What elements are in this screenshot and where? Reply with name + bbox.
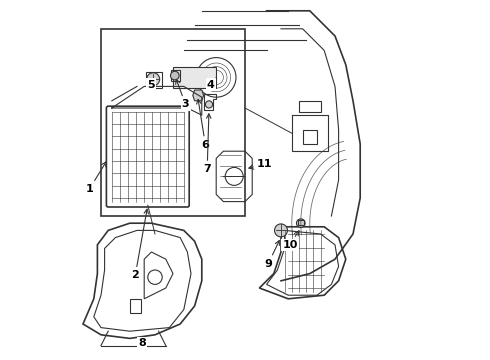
Text: 2: 2 [131,209,148,280]
Text: 4: 4 [207,78,216,90]
Text: 5: 5 [147,80,155,90]
Circle shape [274,224,288,237]
Text: 8: 8 [137,338,147,348]
Text: 1: 1 [86,162,106,194]
Text: 9: 9 [265,240,279,269]
Polygon shape [193,90,204,101]
Text: 6: 6 [196,99,209,150]
Text: 7: 7 [203,114,211,174]
Text: 3: 3 [176,79,190,109]
Text: 11: 11 [249,159,272,169]
Circle shape [147,73,160,86]
Circle shape [171,71,179,80]
Text: 10: 10 [282,231,299,250]
Circle shape [296,219,305,228]
Circle shape [205,101,213,108]
Polygon shape [173,67,216,88]
